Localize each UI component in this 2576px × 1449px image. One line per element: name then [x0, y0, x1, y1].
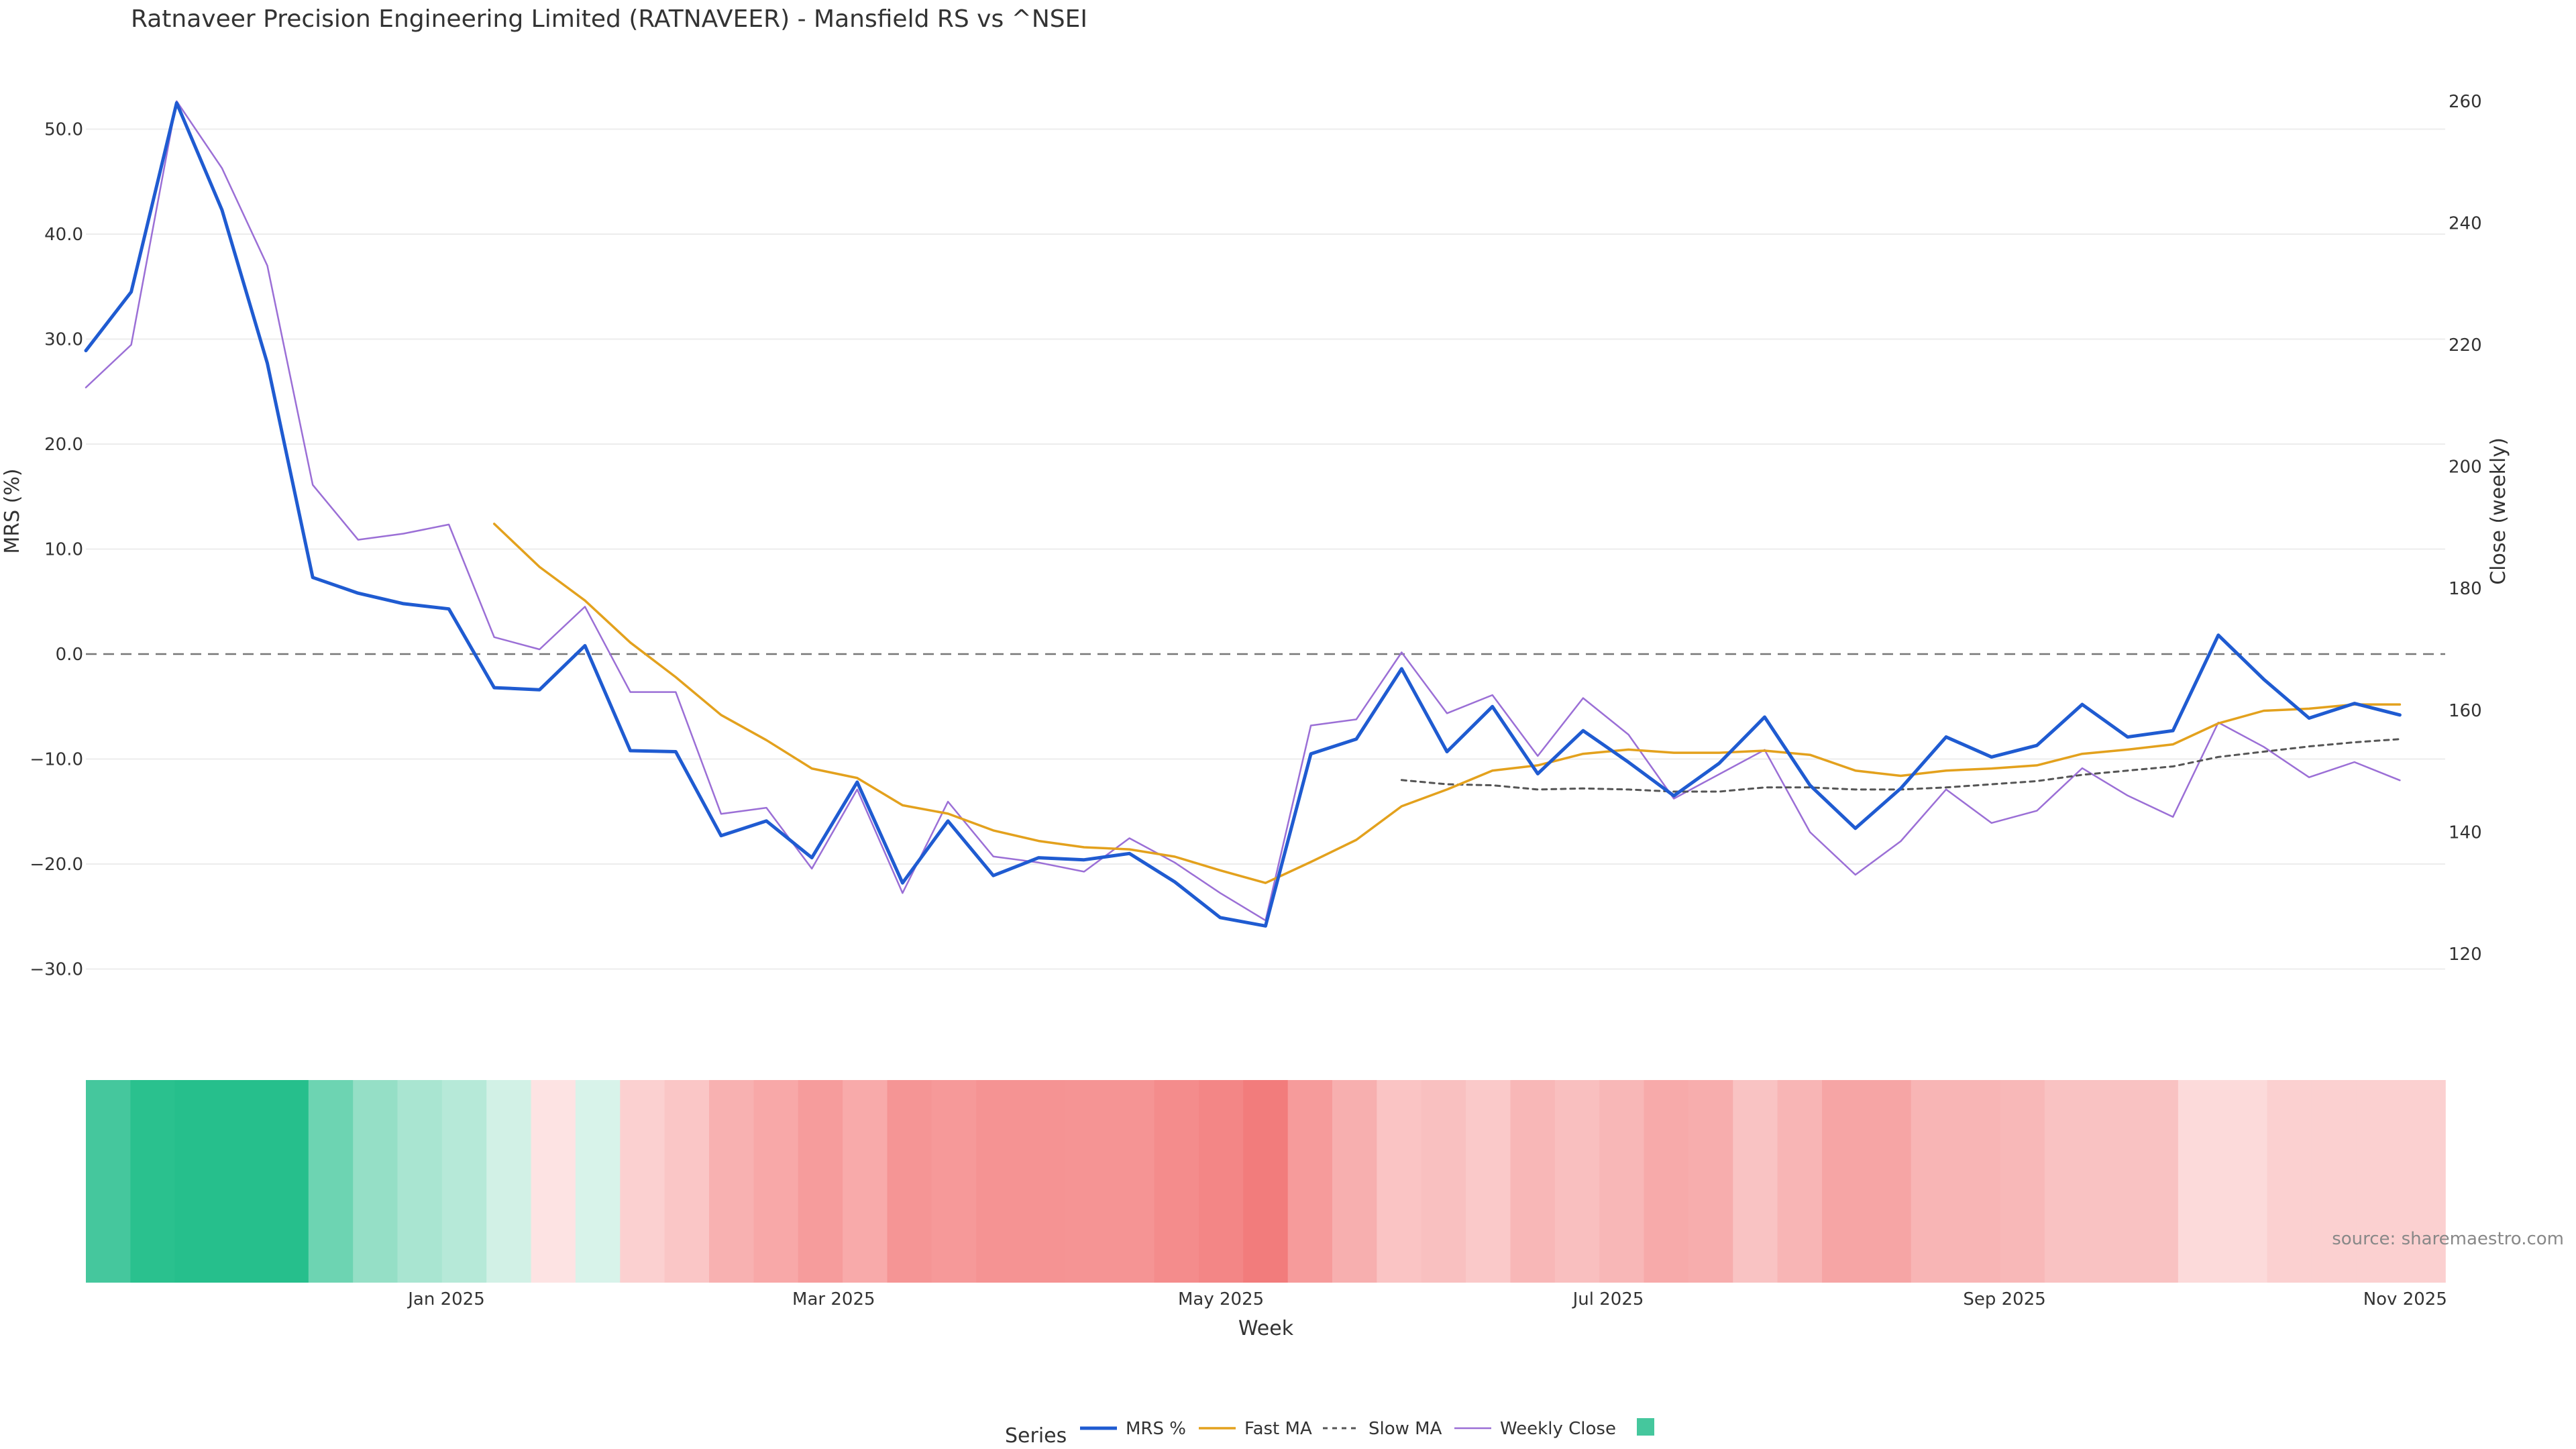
heatmap-cell	[1243, 1080, 1289, 1283]
heatmap-cell	[397, 1080, 443, 1283]
mrs-heatmap-strip	[86, 1080, 2446, 1283]
left-y-tick-label: −30.0	[30, 960, 83, 980]
series-line-weekly-close	[85, 100, 2401, 922]
series-line-mrs	[84, 101, 2402, 928]
series-line-slow-ma	[1400, 738, 2401, 793]
x-tick-label: Sep 2025	[1963, 1289, 2045, 1309]
legend-label: Fast MA	[1244, 1419, 1312, 1439]
heatmap-cell	[753, 1080, 799, 1283]
heatmap-cell	[1955, 1080, 2001, 1283]
left-y-tick-label: 30.0	[44, 330, 83, 350]
left-y-tick-label: −10.0	[30, 750, 83, 770]
x-tick-label: Jul 2025	[1572, 1289, 1644, 1309]
heatmap-cell	[531, 1080, 576, 1283]
heatmap-cell	[219, 1080, 265, 1283]
heatmap-cell	[86, 1080, 131, 1283]
left-y-tick-label: 40.0	[44, 225, 83, 245]
legend-label: MRS %	[1126, 1419, 1186, 1439]
left-y-tick-label: 20.0	[44, 435, 83, 455]
heatmap-cell	[843, 1080, 888, 1283]
legend-title: Series	[1005, 1424, 1067, 1448]
x-axis-title: Week	[1238, 1317, 1294, 1340]
heatmap-cell	[353, 1080, 398, 1283]
heatmap-cell	[1332, 1080, 1378, 1283]
x-tick-label: Jan 2025	[407, 1289, 485, 1309]
left-y-tick-label: 0.0	[56, 645, 83, 665]
left-y-tick-label: 10.0	[44, 540, 83, 560]
heatmap-cell	[2311, 1080, 2357, 1283]
source-note: source: sharemaestro.com	[2332, 1229, 2564, 1249]
right-y-tick-label: 120	[2449, 945, 2482, 965]
series-line-fast-ma	[492, 523, 2402, 884]
right-y-axis: 260 240 220 200 180 160 140 120	[2449, 92, 2482, 965]
heatmap-cell	[575, 1080, 621, 1283]
heatmap-cell	[1020, 1080, 1066, 1283]
heatmap-cell	[1599, 1080, 1645, 1283]
legend-label: Slow MA	[1368, 1419, 1442, 1439]
heatmap-cell	[2133, 1080, 2179, 1283]
heatmap-cell	[1733, 1080, 1778, 1283]
chart-title: Ratnaveer Precision Engineering Limited …	[131, 5, 1087, 33]
right-y-tick-label: 220	[2449, 335, 2482, 356]
heatmap-cell	[1466, 1080, 1511, 1283]
heatmap-cell	[620, 1080, 665, 1283]
heatmap-cell	[1510, 1080, 1556, 1283]
heatmap-cell	[2222, 1080, 2268, 1283]
heatmap-cell	[2044, 1080, 2090, 1283]
heatmap-cell	[2178, 1080, 2223, 1283]
heatmap-cell	[174, 1080, 220, 1283]
heatmap-cell	[1644, 1080, 1689, 1283]
heatmap-cell	[1377, 1080, 1422, 1283]
heatmap-cell	[2356, 1080, 2402, 1283]
heatmap-cell	[887, 1080, 932, 1283]
left-y-axis: 50.0 40.0 30.0 20.0 10.0 0.0 −10.0 −20.0 −30.0	[30, 120, 83, 980]
heatmap-cell	[1554, 1080, 1600, 1283]
right-y-tick-label: 160	[2449, 701, 2482, 721]
heatmap-cell	[2267, 1080, 2312, 1283]
x-tick-label: May 2025	[1178, 1289, 1264, 1309]
heatmap-cell	[1154, 1080, 1199, 1283]
legend-label: Weekly Close	[1500, 1419, 1616, 1439]
heatmap-cell	[1822, 1080, 1868, 1283]
heatmap-cell	[798, 1080, 843, 1283]
heatmap-cell	[2400, 1080, 2446, 1283]
left-y-axis-title: MRS (%)	[1, 468, 24, 553]
heatmap-cell	[486, 1080, 532, 1283]
heatmap-cell	[709, 1080, 755, 1283]
heatmap-cell	[1199, 1080, 1244, 1283]
right-y-tick-label: 260	[2449, 92, 2482, 112]
heatmap-cell	[2000, 1080, 2045, 1283]
left-y-tick-label: 50.0	[44, 120, 83, 140]
heatmap-cell	[130, 1080, 176, 1283]
heatmap-cell	[1688, 1080, 1734, 1283]
x-tick-label: Mar 2025	[792, 1289, 875, 1309]
right-y-axis-title: Close (weekly)	[2487, 437, 2510, 585]
right-y-tick-label: 200	[2449, 458, 2482, 478]
heatmap-cell	[1421, 1080, 1466, 1283]
heatmap-cell	[1777, 1080, 1823, 1283]
right-y-tick-label: 140	[2449, 822, 2482, 843]
heatmap-cell	[264, 1080, 309, 1283]
heatmap-cell	[2089, 1080, 2135, 1283]
legend-heatmap-swatch	[1637, 1418, 1654, 1436]
heatmap-cell	[308, 1080, 354, 1283]
heatmap-cell	[1866, 1080, 1912, 1283]
heatmap-cell	[976, 1080, 1022, 1283]
heatmap-cell	[441, 1080, 488, 1283]
heatmap-cell	[1287, 1080, 1333, 1283]
heatmap-cell	[931, 1080, 977, 1283]
gridlines	[86, 128, 2445, 970]
right-y-tick-label: 180	[2449, 579, 2482, 599]
heatmap-cell	[664, 1080, 710, 1283]
left-y-tick-label: −20.0	[30, 855, 83, 875]
right-y-tick-label: 240	[2449, 213, 2482, 233]
legend: Series MRS % Fast MA Slow MA Weekly Close	[1005, 1418, 1654, 1448]
x-axis: Jan 2025 Mar 2025 May 2025 Jul 2025 Sep 2025…	[407, 1289, 2447, 1309]
x-tick-label: Nov 2025	[2363, 1289, 2447, 1309]
heatmap-cell	[1911, 1080, 1956, 1283]
series-lines	[84, 100, 2402, 928]
heatmap-cell	[1110, 1080, 1155, 1283]
heatmap-cell	[1065, 1080, 1111, 1283]
